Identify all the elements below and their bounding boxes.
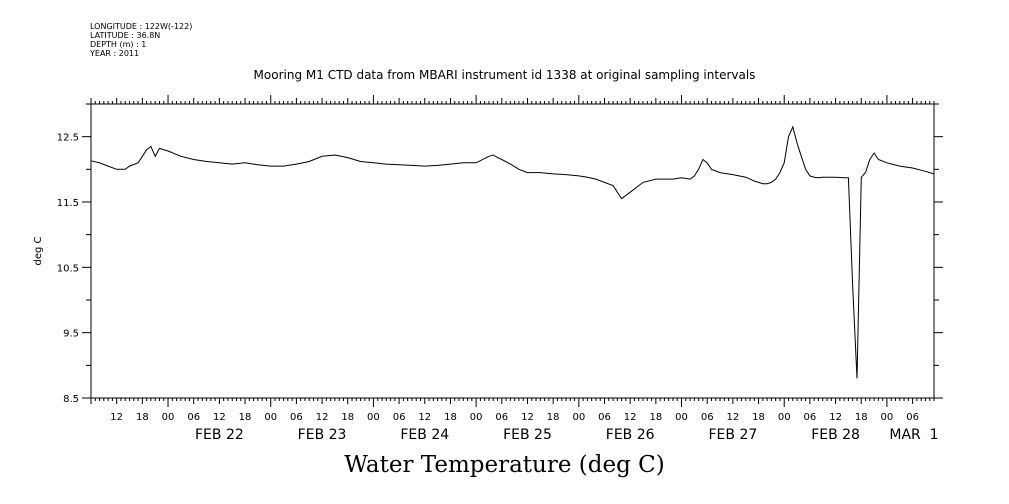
x-hour-label: 00	[675, 412, 688, 423]
chart-svg: 8.5 9.5 10.5 11.5 12.5 12 18 00 06 12 18 00 06 12 18 0…	[33, 95, 943, 443]
x-hour-label: 00	[367, 412, 380, 423]
x-hour-label: 18	[649, 412, 662, 423]
y-tick-label: 8.5	[63, 394, 79, 405]
y-tick-label: 9.5	[63, 329, 79, 340]
x-hour-label: 00	[881, 412, 894, 423]
x-day-label: FEB 26	[606, 427, 655, 443]
y-tick-label: 11.5	[57, 198, 79, 209]
depth-label: DEPTH (m) : 1	[90, 40, 147, 49]
x-hour-label: 12	[727, 412, 740, 423]
x-hour-label: 12	[624, 412, 637, 423]
x-hour-label: 06	[701, 412, 714, 423]
y-tick-labels: 8.5 9.5 10.5 11.5 12.5	[57, 133, 79, 405]
x-hour-label: 06	[598, 412, 611, 423]
x-hour-label: 18	[855, 412, 868, 423]
x-hour-label: 12	[316, 412, 329, 423]
temperature-series-line	[90, 125, 935, 379]
x-hour-label: 06	[393, 412, 406, 423]
x-day-label: FEB 22	[195, 427, 244, 443]
x-hour-label: 12	[213, 412, 226, 423]
x-hour-label: 12	[418, 412, 431, 423]
y-tick-label: 12.5	[57, 133, 79, 144]
tick-marks	[82, 95, 943, 407]
x-day-label: FEB 23	[298, 427, 347, 443]
chart-title: Mooring M1 CTD data from MBARI instrumen…	[253, 68, 756, 82]
x-hour-label: 06	[906, 412, 919, 423]
x-day-labels: FEB 22 FEB 23 FEB 24 FEB 25 FEB 26 FEB 27 FEB …	[195, 427, 939, 443]
longitude-label: LONGITUDE : 122W(-122)	[90, 22, 193, 31]
x-hour-label: 12	[829, 412, 842, 423]
bottom-title: Water Temperature (deg C)	[344, 452, 665, 478]
x-hour-labels: 12 18 00 06 12 18 00 06 12 18 00 06 12 18 00 06 12 18 00 06…	[110, 412, 919, 423]
x-hour-label: 18	[444, 412, 457, 423]
y-tick-label: 10.5	[57, 263, 79, 274]
x-hour-label: 06	[495, 412, 508, 423]
x-day-label: FEB 27	[708, 427, 757, 443]
x-hour-label: 18	[136, 412, 149, 423]
year-label: YEAR : 2011	[90, 49, 140, 58]
x-day-label: FEB 24	[400, 427, 449, 443]
x-hour-label: 18	[752, 412, 765, 423]
x-hour-label: 06	[290, 412, 303, 423]
x-hour-label: 00	[470, 412, 483, 423]
x-hour-label: 18	[239, 412, 252, 423]
latitude-label: LATITUDE : 36.8N	[90, 31, 161, 40]
x-day-label: MAR 1	[889, 427, 938, 443]
x-hour-label: 00	[572, 412, 585, 423]
y-axis-label: deg C	[33, 236, 44, 265]
x-hour-label: 00	[162, 412, 175, 423]
x-hour-label: 18	[547, 412, 560, 423]
x-hour-label: 12	[521, 412, 534, 423]
x-hour-label: 12	[110, 412, 123, 423]
x-hour-label: 06	[804, 412, 817, 423]
x-day-label: FEB 28	[811, 427, 860, 443]
x-hour-label: 00	[778, 412, 791, 423]
x-hour-label: 18	[341, 412, 354, 423]
x-hour-label: 06	[187, 412, 200, 423]
plot-frame	[90, 103, 935, 399]
x-day-label: FEB 25	[503, 427, 552, 443]
x-hour-label: 00	[264, 412, 277, 423]
